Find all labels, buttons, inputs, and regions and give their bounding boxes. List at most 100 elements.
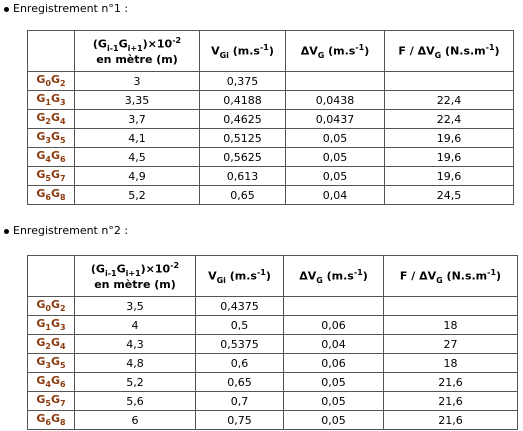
subscript: G (436, 275, 443, 285)
row-label: G2G4 (27, 334, 75, 354)
data-row: G4G6 4,5 0,5625 0,05 19,6 (27, 147, 514, 167)
data-cell (285, 71, 385, 91)
bullet (4, 6, 9, 12)
row-label: G1G3 (27, 315, 75, 335)
data-row: G5G7 4,9 0,613 0,05 19,6 (27, 166, 514, 186)
data-cell: 27 (383, 334, 518, 354)
row-label: G3G5 (27, 353, 75, 373)
label-text: G (36, 336, 46, 350)
data-row: G5G7 5,6 0,7 0,05 21,6 (27, 391, 518, 411)
data-row: G0G2 3,5 0,4375 (27, 296, 518, 316)
header-text: V (208, 269, 217, 283)
data-cell: 0,5125 (199, 128, 286, 148)
supscript: -2 (172, 36, 182, 46)
data-cell: 0,0437 (285, 109, 385, 129)
data-row: G3G5 4,1 0,5125 0,05 19,6 (27, 128, 514, 148)
supscript: -2 (170, 261, 180, 271)
header-cell: VGi (m.s-1) (195, 255, 284, 297)
label-text: G (36, 73, 46, 87)
subscript: G (317, 50, 325, 60)
corner-cell (27, 30, 75, 72)
label-text: G (36, 374, 46, 388)
label-text: G (36, 149, 46, 163)
header-text: )×10 (140, 262, 171, 276)
data-cell: 4 (74, 315, 196, 335)
subscript: 0 (45, 304, 51, 314)
data-cell (283, 296, 384, 316)
header-text: ) (362, 269, 368, 283)
data-cell (383, 296, 518, 316)
subscript: 3 (45, 361, 51, 371)
label-text: G (51, 92, 61, 106)
data-cell: 19,6 (384, 147, 514, 167)
data-cell: 0,5375 (195, 334, 284, 354)
data-cell: 0,65 (195, 372, 284, 392)
data-table: (Gi-1Gi+1)×10-2 en mètre (m) VGi (m.s-1) ΔV… (27, 30, 514, 205)
subscript: 4 (60, 117, 66, 127)
data-row: G6G8 5,2 0,65 0,04 24,5 (27, 185, 514, 205)
data-cell: 4,8 (74, 353, 196, 373)
label-text: G (36, 187, 46, 201)
data-cell: 0,06 (283, 315, 384, 335)
subscript: 7 (60, 174, 66, 184)
row-label: G0G2 (27, 296, 75, 316)
label-text: G (51, 168, 61, 182)
subscript: i-1 (104, 268, 117, 278)
row-label: G2G4 (27, 109, 75, 129)
header-text: F / ΔV (398, 44, 435, 58)
label-text: G (51, 298, 61, 312)
data-cell: 0,05 (283, 372, 384, 392)
label-text: G (36, 355, 46, 369)
subscript: 5 (60, 361, 66, 371)
data-cell: 0,613 (199, 166, 286, 186)
header-text: (G (90, 262, 105, 276)
subscript: 3 (45, 136, 51, 146)
header-text: (G (92, 37, 107, 51)
subscript: 6 (45, 418, 51, 428)
corner-cell (27, 255, 75, 297)
header-cell: (Gi-1Gi+1)×10-2 en mètre (m) (74, 30, 200, 72)
data-cell: 4,1 (74, 128, 200, 148)
supscript: -1 (259, 42, 269, 52)
supscript: -1 (487, 267, 497, 277)
label-text: G (51, 187, 61, 201)
data-cell: 24,5 (384, 185, 514, 205)
header-text: ) (496, 269, 502, 283)
data-cell: 5,2 (74, 185, 200, 205)
row-label: G5G7 (27, 166, 75, 186)
label-text: G (51, 374, 61, 388)
heading-text: Enregistrement n°2 : (13, 224, 129, 237)
header-cell: (Gi-1Gi+1)×10-2 en mètre (m) (74, 255, 196, 297)
row-label: G1G3 (27, 90, 75, 110)
data-cell: 21,6 (383, 391, 518, 411)
subscript: 4 (45, 380, 51, 390)
supscript: -1 (256, 267, 266, 277)
subscript: 2 (45, 117, 51, 127)
subscript: i-1 (106, 43, 119, 53)
row-label: G4G6 (27, 147, 75, 167)
header-text: (N.s.m (442, 269, 488, 283)
supscript: -1 (485, 42, 495, 52)
data-row: G1G3 3,35 0,4188 0,0438 22,4 (27, 90, 514, 110)
section-heading: Enregistrement n°2 : (4, 224, 128, 237)
label-text: G (36, 412, 46, 426)
supscript: -1 (353, 267, 363, 277)
label-text: G (51, 111, 61, 125)
header-text: G (116, 262, 126, 276)
header-text: ) (268, 44, 274, 58)
header-text: V (211, 44, 220, 58)
subscript: 6 (45, 193, 51, 203)
subscript: Gi (216, 275, 226, 285)
data-cell: 19,6 (384, 166, 514, 186)
header-text: (m.s (225, 269, 257, 283)
data-cell: 19,6 (384, 128, 514, 148)
label-text: G (51, 393, 61, 407)
subscript: 2 (60, 79, 66, 89)
data-cell: 0,7 (195, 391, 284, 411)
subscript: 3 (60, 323, 66, 333)
header-text: (m.s (324, 44, 356, 58)
row-label: G3G5 (27, 128, 75, 148)
data-cell: 0,4375 (195, 296, 284, 316)
data-cell: 0,375 (199, 71, 286, 91)
label-text: G (51, 73, 61, 87)
